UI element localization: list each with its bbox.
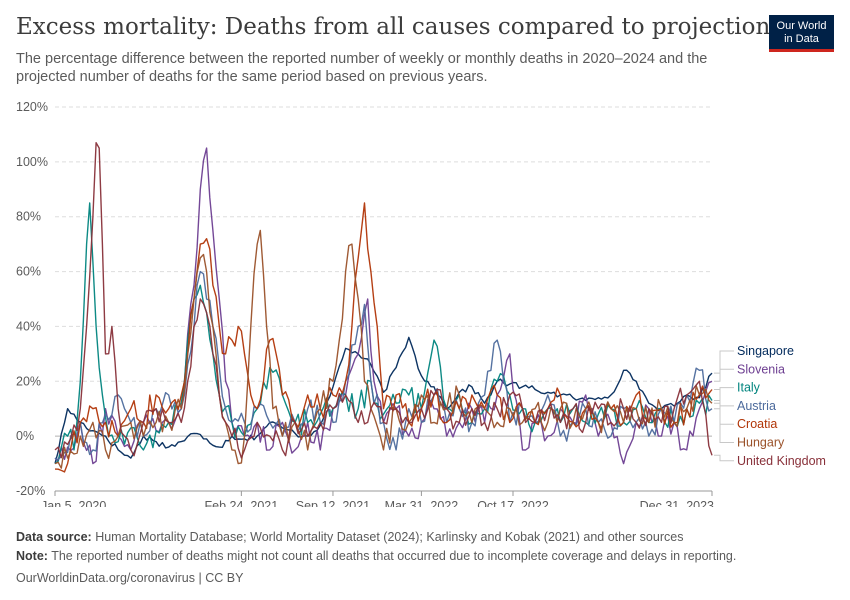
legend-connector-austria	[714, 405, 734, 410]
source-label: Data source:	[16, 530, 92, 544]
legend-connector-croatia	[714, 389, 734, 425]
y-tick-label: -20%	[16, 484, 45, 498]
note-text: The reported number of deaths might not …	[47, 549, 737, 563]
y-tick-label: 100%	[16, 155, 48, 169]
series-line-italy	[54, 202, 713, 465]
x-tick-label: Oct 17, 2022	[477, 499, 549, 507]
series-line-hungary	[54, 229, 713, 469]
y-tick-label: 20%	[16, 374, 41, 388]
legend-connector-singapore	[714, 350, 734, 374]
data-source-line: Data source: Human Mortality Database; W…	[16, 529, 836, 545]
legend-layer: Singapore Slovenia Italy Austria Croatia Hung…	[714, 344, 826, 468]
series-line-singapore	[54, 336, 713, 464]
x-tick-label: Sep 12, 2021	[296, 499, 370, 507]
legend-label-united-kingdom: United Kingdom	[737, 454, 826, 468]
credit-line[interactable]: OurWorldinData.org/coronavirus | CC BY	[16, 571, 244, 585]
legend-connector-slovenia	[714, 368, 734, 382]
legend-label-croatia: Croatia	[737, 417, 777, 431]
x-tick-label: Jan 5, 2020	[41, 499, 106, 507]
y-tick-label: 60%	[16, 265, 41, 279]
legend-label-singapore: Singapore	[737, 344, 794, 358]
line-chart: -20% 0% 20% 40% 60% 80% 100% 120% Jan 5, 2020 Feb…	[16, 100, 826, 507]
chart-subtitle: The percentage difference between the re…	[16, 51, 708, 85]
legend-label-slovenia: Slovenia	[737, 362, 785, 376]
legend-connector-united-kingdom	[714, 454, 734, 462]
y-tick-label: 120%	[16, 100, 48, 114]
legend-connector-hungary	[714, 402, 734, 443]
x-tick-label: Feb 24, 2021	[205, 499, 279, 507]
y-tick-label: 80%	[16, 210, 41, 224]
series-line-slovenia	[54, 147, 713, 465]
series-line-united-kingdom	[54, 142, 713, 459]
legend-label-austria: Austria	[737, 399, 776, 413]
note-label: Note:	[16, 549, 48, 563]
axis-layer: -20% 0% 20% 40% 60% 80% 100% 120% Jan 5, 2020 Feb…	[16, 100, 714, 507]
logo-line-2: in Data	[784, 33, 819, 45]
logo-line-1: Our World	[776, 20, 827, 32]
legend-label-italy: Italy	[737, 381, 761, 395]
y-tick-label: 40%	[16, 319, 41, 333]
owid-logo[interactable]: Our World in Data	[769, 15, 834, 52]
legend-label-hungary: Hungary	[737, 436, 785, 450]
x-tick-label: Mar 31, 2022	[385, 499, 459, 507]
y-tick-label: 0%	[16, 429, 34, 443]
x-tick-label: Dec 31, 2023	[640, 499, 714, 507]
note-line: Note: The reported number of deaths migh…	[16, 548, 836, 564]
chart-title: Excess mortality: Deaths from all causes…	[16, 14, 771, 40]
series-layer	[54, 142, 713, 473]
source-text: Human Mortality Database; World Mortalit…	[91, 530, 684, 544]
